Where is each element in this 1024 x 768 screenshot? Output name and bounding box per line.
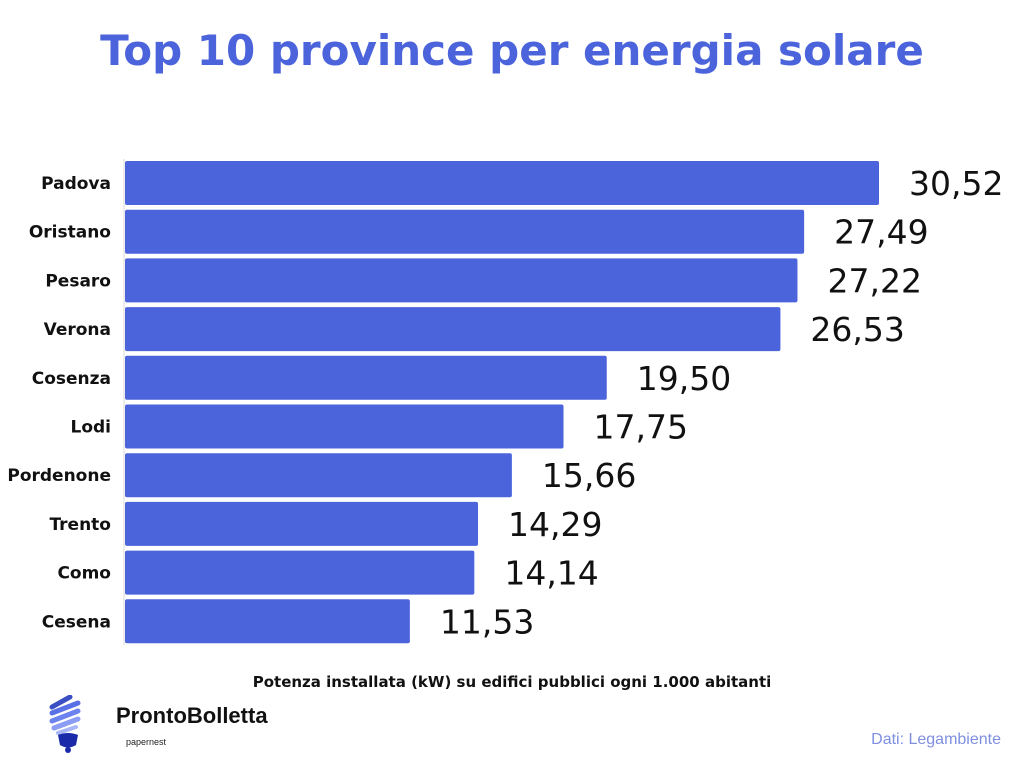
bar-pesaro: [125, 258, 798, 303]
category-label: Verona: [44, 320, 111, 340]
category-label: Lodi: [70, 418, 111, 438]
x-axis-label: Potenza installata (kW) su edifici pubbl…: [252, 673, 772, 691]
value-label: 14,29: [508, 505, 602, 544]
bar-lodi: [125, 404, 564, 449]
category-label: Cosenza: [32, 369, 111, 389]
brand-sub: papernest: [126, 737, 167, 747]
value-label: 30,52: [909, 164, 1003, 203]
category-label: Pordenone: [7, 466, 111, 486]
value-label: 17,75: [594, 408, 688, 447]
bar-pordenone: [125, 453, 512, 498]
category-label: Como: [57, 564, 111, 584]
bar-oristano: [125, 209, 805, 254]
bar-trento: [125, 501, 479, 546]
bar-como: [125, 550, 475, 595]
bar-cesena: [125, 599, 410, 644]
value-label: 26,53: [810, 310, 904, 349]
category-label: Trento: [49, 515, 111, 535]
value-label: 15,66: [542, 456, 636, 495]
value-label: 19,50: [637, 359, 731, 398]
value-label: 11,53: [440, 602, 534, 641]
value-label: 27,49: [834, 213, 928, 252]
value-label: 27,22: [827, 261, 921, 300]
category-label: Pesaro: [45, 271, 111, 291]
source-note: Dati: Legambiente: [871, 731, 1001, 748]
bar-verona: [125, 307, 781, 352]
category-label: Padova: [41, 174, 111, 194]
lightbulb-icon: [49, 694, 81, 753]
category-label: Cesena: [42, 612, 111, 632]
value-label: 14,14: [504, 554, 598, 593]
brand-name: ProntoBolletta: [116, 703, 268, 728]
category-label: Oristano: [29, 223, 111, 243]
bar-cosenza: [125, 355, 607, 400]
bar-padova: [125, 161, 879, 205]
logo: ProntoBolletta papernest: [48, 694, 298, 755]
chart-title: Top 10 province per energia solare: [100, 26, 924, 75]
